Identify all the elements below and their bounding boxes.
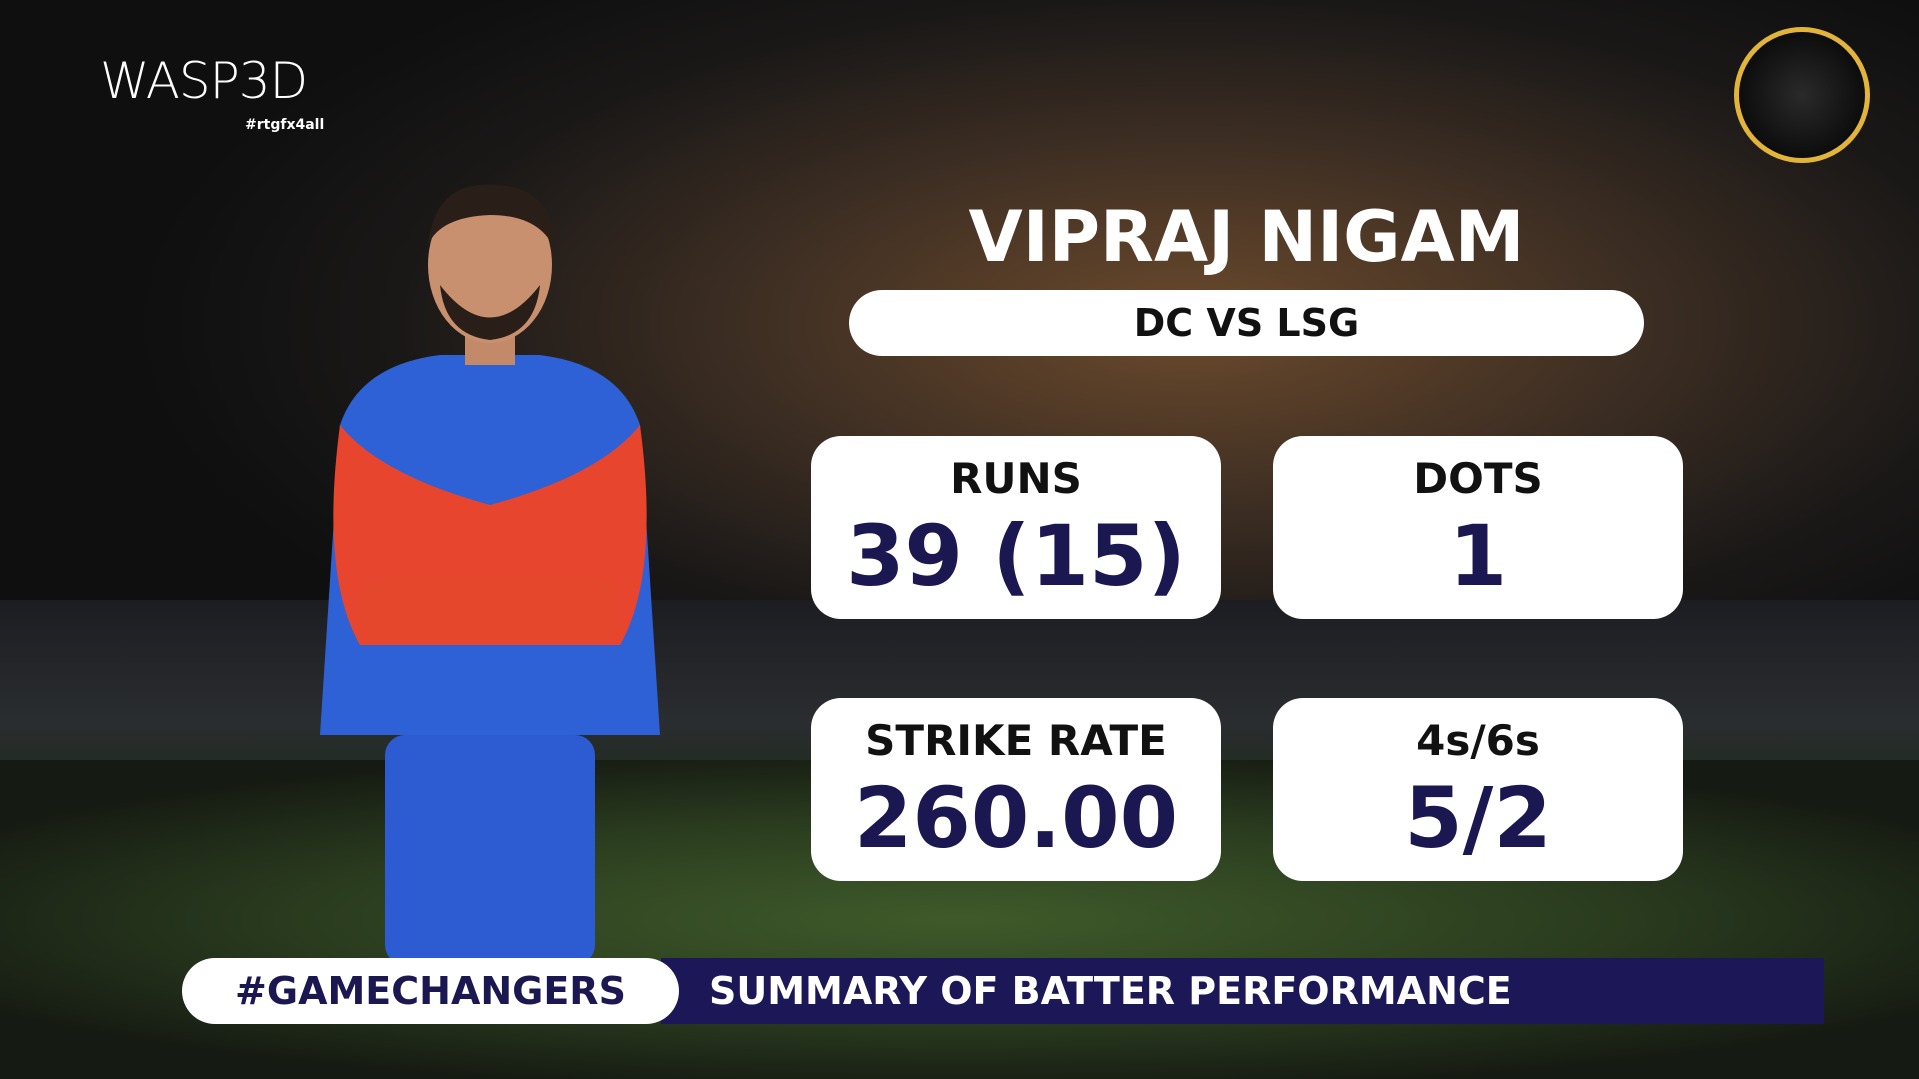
stat-value: 5/2	[1404, 769, 1552, 867]
tournament-logo	[1734, 27, 1870, 163]
stat-card: DOTS 1	[1273, 436, 1683, 619]
stat-label: 4s/6s	[1416, 716, 1540, 765]
wasp3d-logo: WASP3D	[100, 52, 308, 110]
stat-label: STRIKE RATE	[865, 716, 1167, 765]
stat-label: RUNS	[950, 454, 1082, 503]
stat-card: 4s/6s 5/2	[1273, 698, 1683, 881]
player-figure	[320, 184, 660, 965]
match-label: DC VS LSG	[849, 290, 1644, 356]
player-name: VIPRAJ NIGAM	[968, 196, 1525, 278]
footer-caption: SUMMARY OF BATTER PERFORMANCE	[661, 958, 1824, 1024]
stat-value: 260.00	[853, 769, 1179, 867]
logo-tagline: #rtgfx4all	[245, 117, 325, 133]
stat-card: STRIKE RATE 260.00	[811, 698, 1221, 881]
stat-value: 39 (15)	[846, 507, 1186, 605]
stat-label: DOTS	[1413, 454, 1543, 503]
stat-card: RUNS 39 (15)	[811, 436, 1221, 619]
stat-value: 1	[1448, 507, 1508, 605]
footer-hashtag: #GAMECHANGERS	[182, 958, 679, 1024]
